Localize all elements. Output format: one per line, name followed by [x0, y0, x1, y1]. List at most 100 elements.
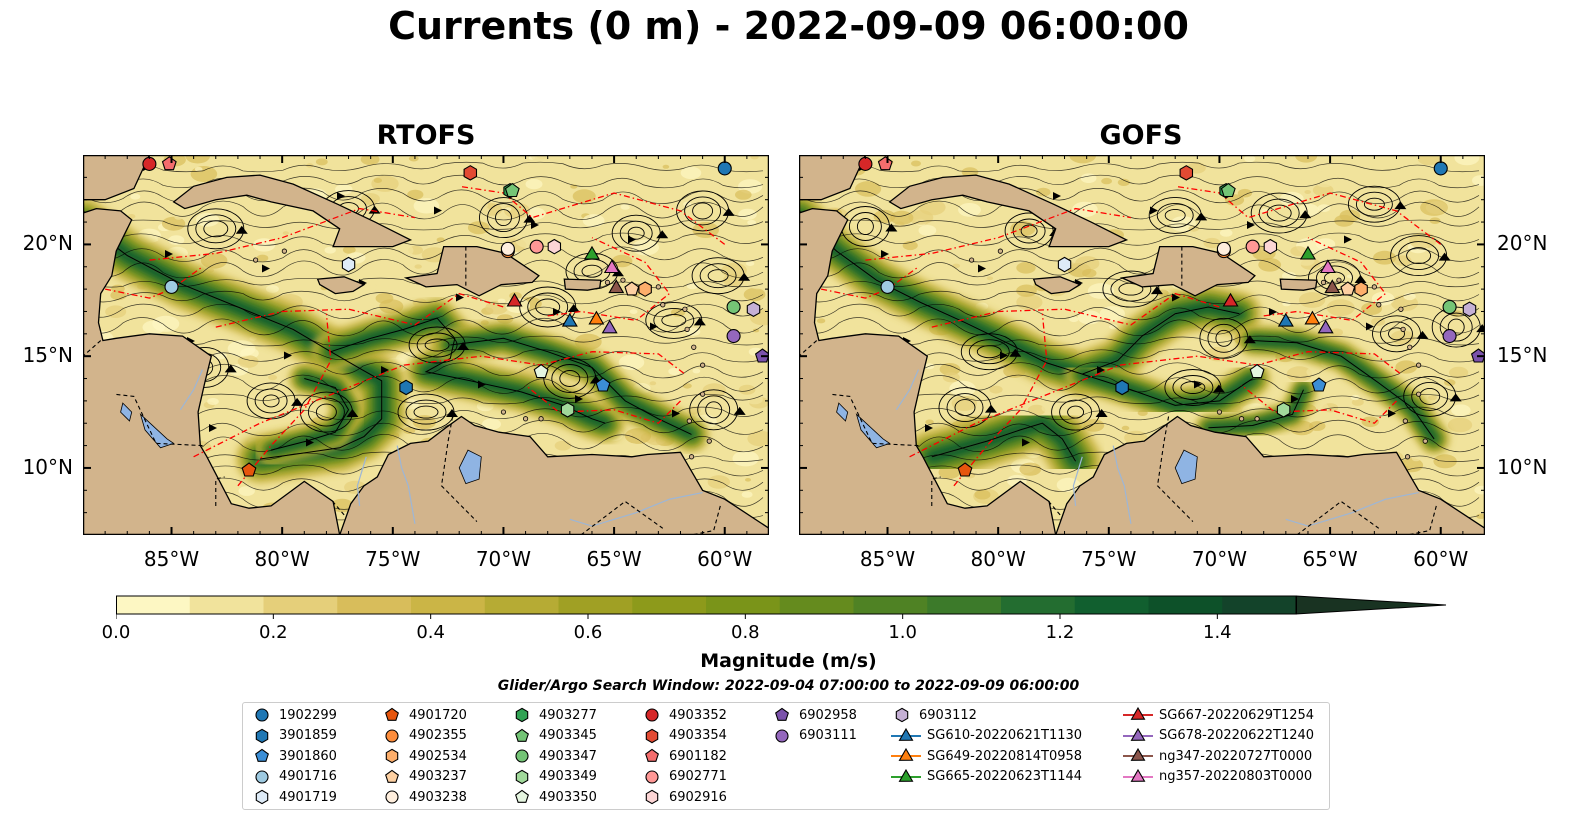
axis-ticks [83, 155, 769, 535]
lon-tick-label-gofs: 75°W [1081, 547, 1137, 571]
legend-marker-circle [385, 728, 399, 743]
lat-tick-label-left: 15°N [22, 343, 73, 368]
legend-marker-pentagon [255, 748, 269, 762]
lon-tick-label-rtofs: 85°W [143, 547, 200, 571]
legend-item: 4903238 [381, 787, 467, 807]
colorbar-bin [337, 596, 412, 614]
map-frame [799, 155, 1485, 535]
marker-4902534 [638, 281, 652, 297]
legend-item: 1902299 [251, 705, 337, 725]
legend-item: SG667-20220629T1254 [1123, 705, 1314, 725]
legend-item: 3901859 [251, 726, 337, 746]
lon-tick-label-gofs: 70°W [1191, 547, 1248, 571]
colorbar-bin [1074, 596, 1149, 614]
colorbar-extend-arrow [1295, 595, 1447, 615]
colorbar-tick-label: 0.6 [573, 622, 603, 643]
land [799, 155, 1485, 535]
marker-1902299 [717, 161, 732, 176]
colorbar-bin [1001, 596, 1076, 614]
marker-6901182 [877, 156, 893, 171]
panel-title-gofs: GOFS [1099, 120, 1183, 151]
legend-marker [385, 707, 399, 721]
legend-item: 4901716 [251, 767, 337, 787]
map-frame [83, 155, 769, 535]
legend-label: ng347-20220727T0000 [1159, 748, 1313, 764]
marker-3901859 [1115, 379, 1129, 396]
main-title: Currents (0 m) - 2022-09-09 06:00:00 [388, 4, 1189, 48]
legend-label: 4901720 [409, 707, 467, 723]
legend-marker-hexagon [895, 707, 909, 723]
lat-tick-label-right: 10°N [1497, 454, 1548, 479]
colorbar-bin [779, 596, 854, 614]
colorbar-frame [116, 595, 1297, 615]
marker-4903352 [858, 156, 873, 171]
legend-label: 4903277 [539, 707, 597, 723]
marker-6903112 [1462, 301, 1477, 318]
legend-marker [775, 707, 789, 721]
marker-SG667-20220629T1254 [1222, 292, 1239, 307]
axis-ticks [799, 155, 1485, 535]
colorbar-bin [189, 596, 264, 614]
legend-marker [385, 769, 399, 783]
legend-item: 6902916 [641, 787, 727, 807]
legend-item: SG649-20220814T0958 [891, 746, 1082, 766]
marker-4903349 [560, 402, 575, 418]
legend-marker-pentagon [775, 707, 789, 721]
search-window-text: Glider/Argo Search Window: 2022-09-04 07… [497, 678, 1080, 694]
lat-tick-label-left: 20°N [22, 231, 73, 256]
legend-marker-triangle [1130, 727, 1146, 741]
marker-3901860 [1311, 377, 1327, 392]
marker-3901860 [595, 377, 611, 392]
legend-label: 4903350 [539, 789, 597, 805]
colorbar-bin [1148, 596, 1223, 614]
marker-4903345 [504, 182, 520, 198]
legend-marker-pentagon [645, 748, 659, 762]
marker-4901719 [1057, 256, 1072, 273]
colorbar-bin [263, 596, 338, 614]
legend-marker [255, 728, 269, 743]
legend-item: 4903347 [511, 746, 597, 766]
marker-4903349 [1276, 402, 1291, 418]
legend-marker-pentagon [515, 728, 529, 742]
legend-item: 4903237 [381, 767, 467, 787]
marker-1902299 [1433, 161, 1448, 176]
legend-marker [515, 728, 529, 742]
legend-label: ng357-20220803T0000 [1159, 769, 1313, 784]
marker-SG678-20220622T1240 [1317, 319, 1334, 334]
legend-label: 3901860 [279, 748, 337, 764]
lon-tick-label-gofs: 80°W [970, 547, 1026, 571]
legend-label: 6903111 [799, 728, 857, 743]
legend-marker-circle [385, 790, 399, 804]
colorbar-bin [853, 596, 928, 614]
legend: 1902299 3901859 3901860 4901716 4901719 49017… [242, 702, 1330, 810]
lon-tick-label-gofs: 60°W [1413, 547, 1469, 571]
legend-marker [775, 728, 789, 743]
legend-marker-triangle [898, 727, 914, 741]
streamline [1082, 373, 1253, 406]
legend-marker [645, 728, 659, 743]
legend-label: SG610-20220621T1130 [927, 728, 1083, 743]
legend-item: ng347-20220727T0000 [1123, 746, 1312, 766]
legend-label: 4903347 [539, 748, 597, 764]
lon-tick-label-gofs: 65°W [1302, 547, 1358, 571]
legend-marker [891, 747, 921, 761]
legend-item: SG665-20220623T1144 [891, 767, 1082, 787]
legend-marker-hexagon [515, 769, 529, 784]
legend-marker [1123, 706, 1153, 720]
colorbar-bin [632, 596, 707, 614]
marker-SG649-20220814T0958 [588, 310, 605, 325]
colorbar-label: Magnitude (m/s) [700, 650, 877, 672]
legend-label: 6902916 [669, 789, 727, 805]
streamline [931, 422, 1077, 462]
marker-6902771 [1245, 239, 1260, 254]
marker-4901719 [341, 256, 356, 273]
streamline [1208, 389, 1304, 429]
marker-4903238 [500, 241, 515, 256]
marker-4903352 [142, 156, 157, 171]
marker-6903111 [1442, 329, 1457, 344]
legend-label: 6902958 [799, 707, 857, 723]
marker-SG649-20220814T0958 [1304, 310, 1321, 325]
panel-title-rtofs: RTOFS [376, 120, 476, 151]
legend-marker-circle [255, 769, 269, 784]
legend-marker [895, 707, 909, 723]
